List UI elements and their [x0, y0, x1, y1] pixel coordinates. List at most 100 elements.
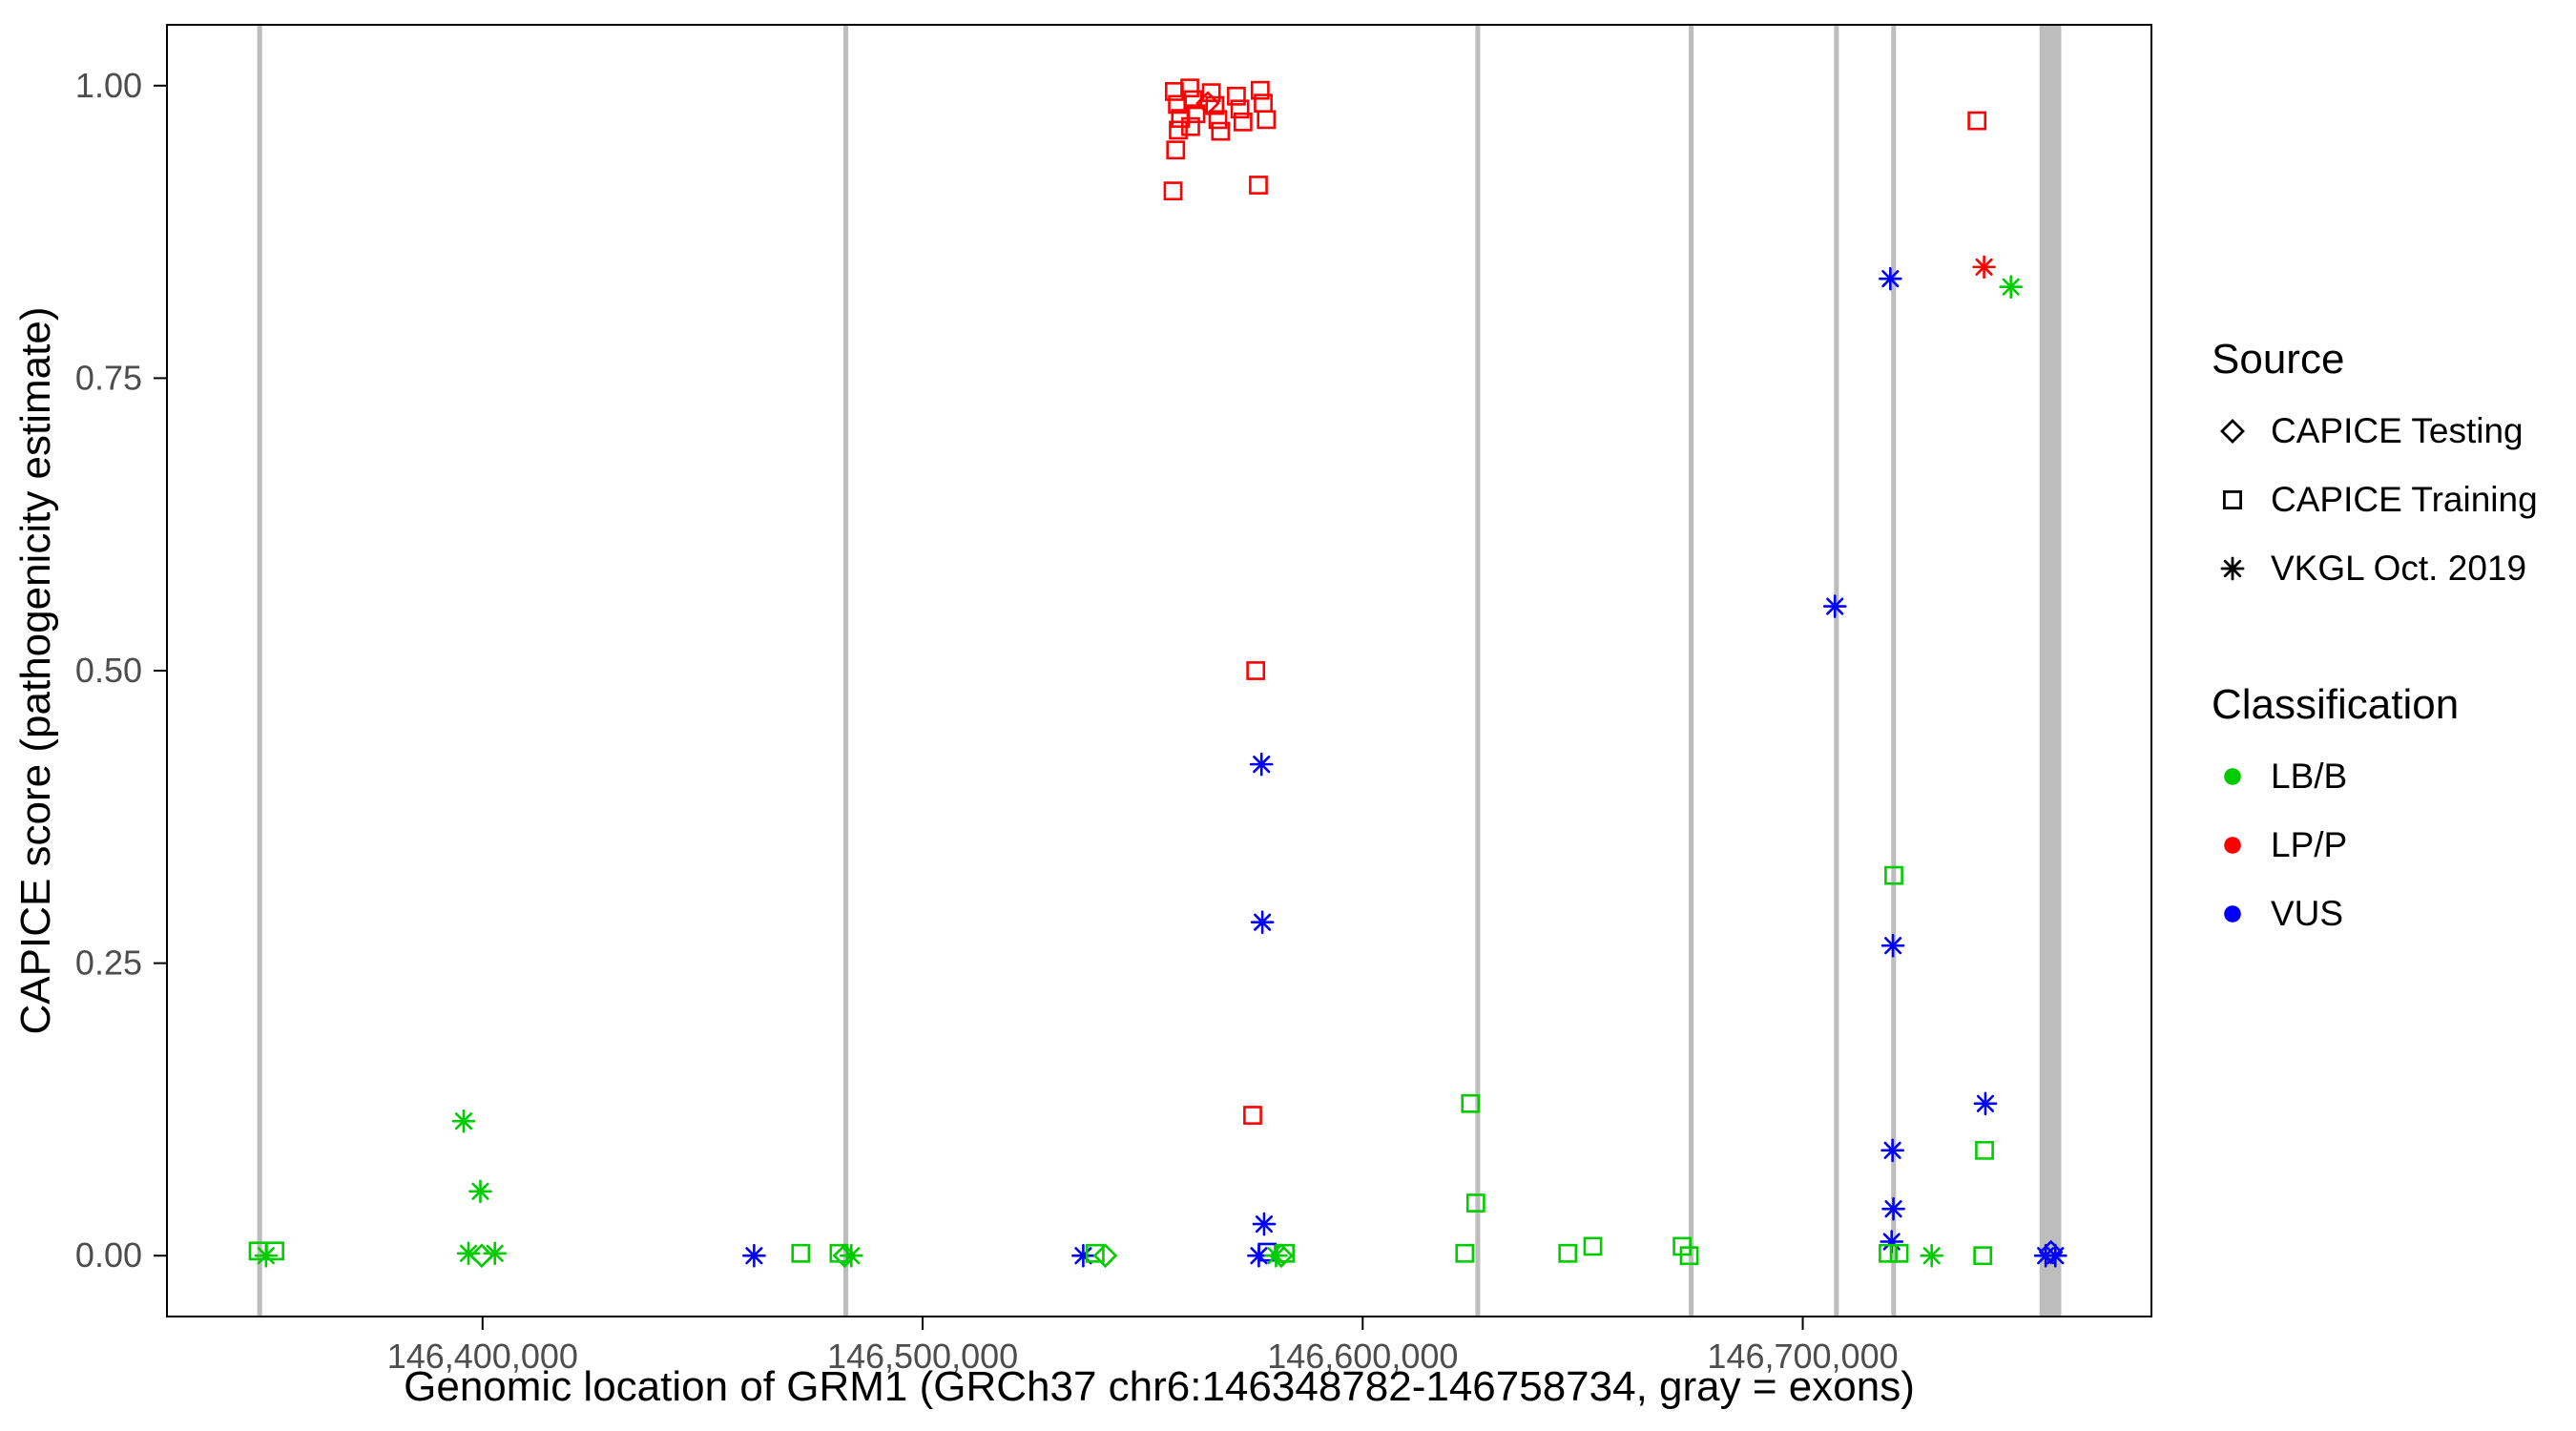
data-point	[1999, 275, 2024, 300]
data-point	[1679, 1246, 1699, 1266]
data-point	[1461, 1093, 1481, 1113]
data-point	[1257, 110, 1277, 130]
data-point	[1249, 176, 1268, 195]
data-point	[1250, 910, 1275, 934]
legend-item: VKGL Oct. 2019	[2212, 542, 2574, 595]
legend-item: VUS	[2212, 887, 2574, 941]
data-point	[451, 1109, 476, 1133]
data-point	[2038, 1239, 2064, 1265]
data-point	[1227, 86, 1246, 106]
data-point	[1967, 111, 1987, 131]
data-point	[468, 1179, 492, 1204]
legend-section-classification: Classification LB/B LP/P VUS	[2212, 681, 2574, 941]
data-point	[1822, 594, 1847, 618]
data-point	[1163, 181, 1183, 201]
chart-layers: 146,400,000 146,500,000 146,600,000 146,700…	[75, 24, 2152, 1376]
data-point	[1186, 104, 1206, 124]
data-point	[1249, 752, 1274, 777]
exon-bar	[2039, 25, 2062, 1317]
data-point	[1455, 1243, 1475, 1263]
data-point	[1884, 865, 1903, 885]
data-point	[1233, 112, 1253, 132]
legend-label: LB/B	[2271, 757, 2348, 796]
asterisk-icon	[2220, 556, 2245, 581]
data-point	[1166, 140, 1186, 160]
data-point	[1230, 99, 1250, 119]
circle-icon	[2224, 837, 2241, 854]
data-point	[1558, 1243, 1578, 1263]
data-point	[1879, 266, 1902, 291]
circle-icon	[2224, 768, 2241, 785]
data-point	[254, 1243, 279, 1268]
data-point	[1880, 1138, 1904, 1163]
data-point	[1201, 83, 1221, 103]
exon-bar	[843, 25, 849, 1317]
square-icon	[2223, 490, 2242, 509]
exon-bar	[1689, 25, 1694, 1317]
legend-title-source: Source	[2212, 336, 2345, 383]
x-tick-label: 146,500,000	[827, 1337, 1018, 1376]
legend-label: CAPICE Training	[2271, 480, 2538, 519]
data-point	[1465, 1193, 1485, 1213]
data-point	[1880, 933, 1905, 958]
legend-title-classification: Classification	[2212, 681, 2460, 728]
data-point	[840, 1243, 863, 1268]
data-point	[1881, 1196, 1905, 1221]
data-point	[1169, 120, 1188, 140]
legend-item: LP/P	[2212, 819, 2574, 872]
legend-label: LP/P	[2271, 825, 2348, 864]
legend-item: CAPICE Training	[2212, 473, 2574, 527]
legend-label: VUS	[2271, 894, 2344, 933]
y-tick-label: 1.00	[75, 66, 142, 105]
data-point	[791, 1243, 811, 1263]
data-point	[1208, 110, 1228, 130]
data-point	[1195, 91, 1220, 116]
data-point	[1269, 1243, 1294, 1269]
legend-section-source: Source CAPICE Testing CAPICE Training VKGL …	[2212, 336, 2574, 595]
data-point	[832, 1243, 858, 1269]
data-point	[742, 1243, 766, 1268]
data-point	[1243, 1106, 1262, 1125]
data-point	[1973, 1246, 1993, 1266]
exon-bar	[257, 25, 262, 1317]
data-point	[1879, 1243, 1898, 1263]
data-point	[1085, 1243, 1105, 1263]
data-point	[1092, 1243, 1118, 1269]
y-tick-label: 0.00	[75, 1235, 142, 1275]
data-point	[1252, 1212, 1277, 1236]
data-point	[1920, 1243, 1943, 1268]
x-axis-label: Genomic location of GRM1 (GRCh37 chr6:14…	[404, 1363, 1915, 1410]
data-point	[1246, 661, 1266, 680]
diamond-icon	[2220, 419, 2245, 444]
legend-label: VKGL Oct. 2019	[2271, 549, 2527, 588]
data-point	[1250, 80, 1270, 100]
data-point	[1973, 1091, 1998, 1116]
data-point	[1975, 1140, 1994, 1160]
x-tick-label: 146,700,000	[1707, 1337, 1898, 1376]
data-point	[1071, 1243, 1095, 1268]
chart-legend: Source CAPICE Testing CAPICE Training VKGL …	[2212, 336, 2574, 1027]
exon-bar	[1834, 25, 1839, 1317]
legend-label: CAPICE Testing	[2271, 411, 2524, 450]
data-point	[2043, 1243, 2067, 1268]
y-tick-label: 0.25	[75, 944, 142, 983]
y-tick-label: 0.50	[75, 651, 142, 690]
legend-item: CAPICE Testing	[2212, 404, 2574, 458]
data-point	[469, 1243, 494, 1269]
y-tick-label: 0.75	[75, 358, 142, 397]
x-tick-label: 146,600,000	[1267, 1337, 1458, 1376]
data-point	[1181, 116, 1200, 136]
data-point	[1211, 121, 1231, 141]
data-point	[1889, 1243, 1909, 1263]
data-point	[1583, 1236, 1603, 1256]
exon-bar	[1891, 25, 1897, 1317]
circle-icon	[2224, 905, 2241, 923]
exon-bar	[1475, 25, 1481, 1317]
data-point	[1205, 95, 1225, 115]
data-point	[483, 1241, 508, 1266]
data-point	[1180, 78, 1199, 98]
y-axis-label: CAPICE score (pathogenicity estimate)	[12, 307, 59, 1035]
data-point	[1276, 1243, 1295, 1263]
